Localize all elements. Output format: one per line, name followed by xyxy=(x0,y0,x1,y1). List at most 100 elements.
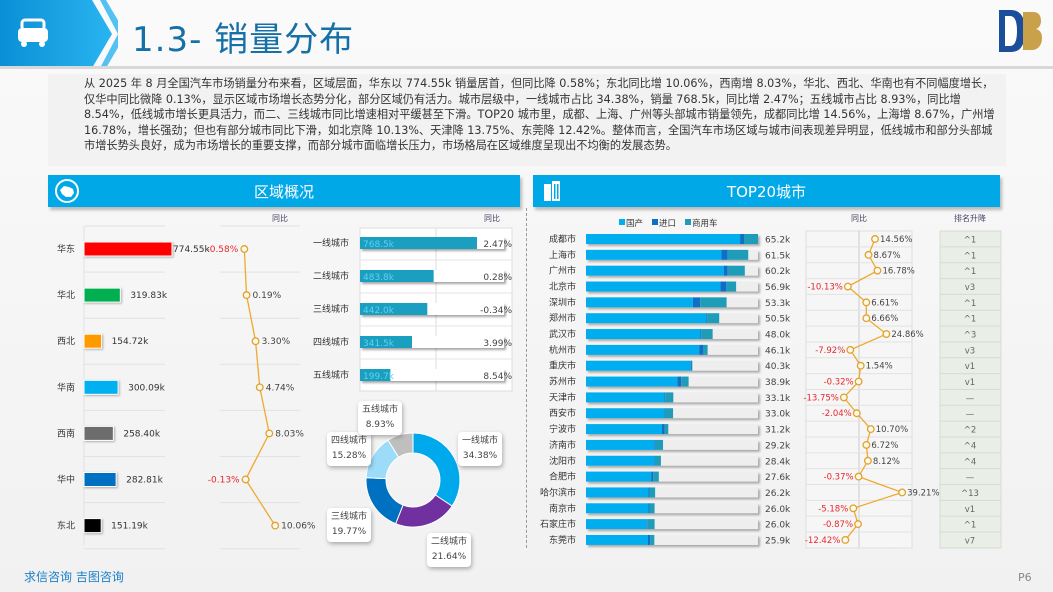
yoy-label: 39.21% xyxy=(907,488,939,498)
donut-label-name: 四线城市 xyxy=(331,436,368,446)
region-bar xyxy=(83,518,102,534)
city-total: 29.2k xyxy=(765,441,791,451)
city-bar-commercial xyxy=(649,487,656,498)
tier-bar xyxy=(360,237,477,249)
rank-change: ^1 xyxy=(964,521,977,531)
section-header-top20: TOP20城市 xyxy=(533,175,1000,207)
city-label: 东莞市 xyxy=(549,534,576,546)
page-title: 1.3- 销量分布 xyxy=(132,20,355,60)
yoy-point xyxy=(854,520,862,529)
rank-change: v3 xyxy=(965,346,975,356)
city-label: 武汉市 xyxy=(549,328,576,340)
rank-change: v7 xyxy=(965,536,975,546)
city-bar-import xyxy=(654,439,656,450)
yoy-point xyxy=(255,383,264,392)
tier-label: 二线城市 xyxy=(313,270,349,282)
car-icon xyxy=(18,18,48,47)
city-bar-commercial xyxy=(650,534,655,545)
city-bar-commercial xyxy=(665,408,674,419)
city-label: 成都市 xyxy=(549,233,576,245)
yoy-label: 10.06% xyxy=(281,522,316,532)
city-total: 26.2k xyxy=(765,489,791,499)
yoy-point xyxy=(856,361,865,370)
city-total: 61.5k xyxy=(765,251,791,261)
rank-change: ^1 xyxy=(964,236,977,246)
region-label: 华南 xyxy=(57,381,75,393)
city-bar-commercial xyxy=(700,297,727,308)
yoy-label: -0.32% xyxy=(824,378,854,388)
city-label: 重庆市 xyxy=(549,360,576,372)
rank-change: — xyxy=(966,394,975,404)
header-banner xyxy=(0,0,118,68)
rank-change: v1 xyxy=(965,378,975,388)
donut-label-value: 21.64% xyxy=(431,552,467,562)
footer-brand[interactable]: 求信咨询 吉图咨询 xyxy=(24,570,124,584)
donut-label: 五线城市 8.93% xyxy=(358,401,403,435)
tier-yoy: -0.34% xyxy=(480,306,512,316)
city-bar-domestic xyxy=(586,297,693,308)
tier-yoy: 2.47% xyxy=(483,240,512,250)
city-total: 46.1k xyxy=(765,346,791,356)
legend-label: 进口 xyxy=(659,219,676,229)
city-bar-commercial xyxy=(744,234,758,244)
donut-label-value: 15.28% xyxy=(331,451,367,461)
city-bar-commercial xyxy=(691,360,693,371)
city-bar-domestic xyxy=(586,392,665,403)
city-label: 郑州市 xyxy=(549,312,576,324)
yoy-point xyxy=(241,475,250,484)
yoy-label: 1.54% xyxy=(866,362,893,372)
donut-label-name: 一线城市 xyxy=(462,436,499,446)
city-total: 53.3k xyxy=(765,299,791,309)
city-bar-track xyxy=(586,471,758,482)
yoy-point xyxy=(882,330,891,338)
region-value: 774.55k xyxy=(173,245,210,255)
city-bar-domestic xyxy=(586,519,647,530)
city-total: 25.9k xyxy=(765,536,791,546)
city-bar-commercial xyxy=(703,344,708,355)
tier-bar-track xyxy=(360,369,504,381)
city-label: 沈阳市 xyxy=(549,455,576,467)
section-divider xyxy=(526,208,527,548)
yoy-label: 24.86% xyxy=(891,330,923,340)
city-label: 杭州市 xyxy=(549,344,576,356)
donut-label-value: 34.38% xyxy=(462,451,498,461)
legend-swatch xyxy=(619,219,625,225)
city-bar-import xyxy=(664,392,666,403)
tier-value: 768.5k xyxy=(363,240,395,250)
yoy-label: 6.66% xyxy=(871,314,898,324)
donut-label-value: 19.77% xyxy=(331,527,367,537)
yoy-line xyxy=(843,238,905,541)
city-bar-import xyxy=(720,281,727,292)
yoy-header: 同比 xyxy=(272,213,288,223)
tier-yoy: 8.54% xyxy=(483,372,512,382)
donut-label: 三线城市 19.77% xyxy=(327,508,372,542)
region-bar xyxy=(83,287,121,303)
city-bar-import xyxy=(661,424,665,435)
region-bar xyxy=(83,241,173,257)
city-total: 28.4k xyxy=(765,457,791,467)
tier-yoy: 0.28% xyxy=(483,273,512,283)
yoy-label: 16.78% xyxy=(882,267,914,277)
header-divider xyxy=(0,66,1053,69)
city-bar-commercial xyxy=(727,265,745,276)
yoy-header: 同比 xyxy=(851,213,867,223)
city-bar-import xyxy=(664,408,666,419)
city-bar-import xyxy=(646,519,648,530)
city-bar-domestic xyxy=(586,455,655,466)
city-bar-import xyxy=(721,249,728,260)
city-bar-import xyxy=(740,234,745,244)
city-bar-domestic xyxy=(586,329,701,340)
rank-change: ^2 xyxy=(964,426,977,436)
donut-label-value: 8.93% xyxy=(365,420,395,430)
tier-label: 一线城市 xyxy=(313,237,349,249)
donut-label-name: 三线城市 xyxy=(331,512,368,522)
tier-label: 四线城市 xyxy=(313,336,349,348)
city-total: 56.9k xyxy=(765,283,791,293)
city-bar-import xyxy=(699,344,704,355)
city-bar-commercial xyxy=(701,329,713,340)
city-bar-domestic xyxy=(586,360,691,371)
city-bar-import xyxy=(706,313,708,324)
yoy-label: -10.13% xyxy=(807,283,842,293)
city-bar-track xyxy=(586,503,758,514)
yoy-label: 8.67% xyxy=(874,251,901,261)
